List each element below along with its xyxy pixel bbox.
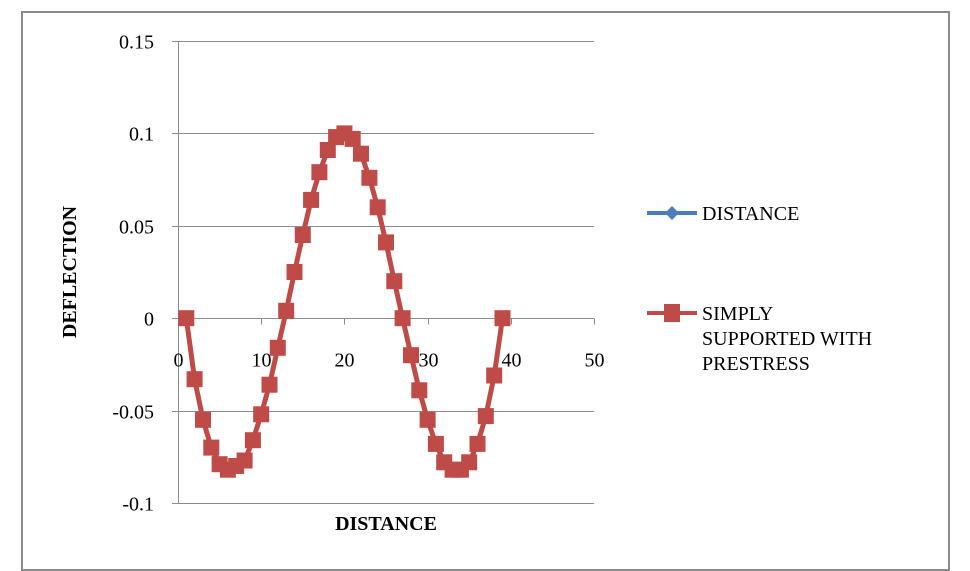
- data-point-square-marker: [369, 199, 386, 216]
- data-point-square-marker: [494, 310, 511, 327]
- x-tick-labels: 0 10 20 30 40 50: [174, 350, 605, 372]
- data-point-square-marker: [178, 310, 195, 327]
- x-tick-label: 0: [174, 350, 184, 372]
- x-tick-label: 20: [335, 350, 355, 372]
- data-point-square-marker: [353, 145, 369, 162]
- data-point-square-marker: [294, 227, 311, 243]
- data-point-square-marker: [236, 452, 253, 469]
- y-tick-label: -0.05: [112, 402, 154, 424]
- legend-label: PRESTRESS: [702, 353, 810, 375]
- data-point-square-marker: [319, 142, 336, 158]
- series-simply-supported-with-prestress: [178, 125, 511, 478]
- data-point-square-marker: [394, 310, 411, 327]
- data-point-square-marker: [344, 130, 361, 147]
- line-chart: 0.15 0.1 0.05 0 -0.05 -0.1 0 10 20 30 40 50 DEFLEC…: [59, 32, 872, 536]
- y-tick-label: 0.1: [129, 124, 154, 146]
- data-point-square-marker: [269, 339, 286, 356]
- series-line: [183, 130, 505, 473]
- data-point-square-marker: [311, 164, 328, 181]
- data-point-square-marker: [186, 371, 203, 388]
- diamond-marker-icon: [665, 206, 679, 220]
- chart-frame: [21, 11, 950, 571]
- data-point-square-marker: [461, 454, 478, 471]
- data-point-square-marker: [403, 347, 419, 364]
- data-point-square-marker: [253, 406, 270, 423]
- y-tick-labels: 0.15 0.1 0.05 0 -0.05 -0.1: [112, 32, 154, 516]
- square-marker-icon: [664, 304, 680, 322]
- legend-label: SUPPORTED WITH: [702, 328, 872, 350]
- x-tick-label: 30: [419, 350, 439, 372]
- data-point-square-marker: [469, 435, 486, 452]
- data-point-square-marker: [427, 435, 444, 452]
- data-point-square-marker: [386, 273, 403, 290]
- legend-label: SIMPLY: [702, 303, 773, 325]
- data-point-square-marker: [361, 169, 378, 186]
- legend-label: DISTANCE: [702, 203, 799, 225]
- x-tick-label: 10: [252, 350, 272, 372]
- data-point-square-marker: [419, 411, 436, 428]
- data-point-square-marker: [411, 382, 428, 399]
- data-point-square-marker: [261, 376, 278, 393]
- gridlines: [172, 41, 594, 504]
- x-tick-label: 50: [585, 350, 605, 372]
- data-point-square-marker: [486, 367, 503, 384]
- data-point-square-marker: [278, 302, 295, 319]
- data-point-square-marker: [203, 439, 220, 456]
- y-tick-label: 0.05: [119, 217, 154, 239]
- series-layer: [178, 125, 511, 478]
- data-point-square-marker: [286, 264, 303, 280]
- data-point-square-marker: [303, 191, 320, 208]
- data-point-square-marker: [378, 234, 394, 251]
- data-point-square-marker: [195, 411, 211, 428]
- y-axis-title: DEFLECTION: [59, 205, 81, 338]
- x-axis: [178, 318, 595, 325]
- y-tick-label: -0.1: [122, 494, 154, 516]
- data-point-square-marker: [244, 432, 261, 449]
- x-axis-title: DISTANCE: [335, 513, 437, 535]
- legend: DISTANCE SIMPLY SUPPORTED WITH PRESTRESS: [647, 203, 872, 375]
- legend-item: DISTANCE: [647, 203, 799, 225]
- legend-item: SIMPLY SUPPORTED WITH PRESTRESS: [647, 303, 872, 375]
- y-tick-label: 0: [144, 309, 154, 331]
- x-tick-label: 40: [502, 350, 522, 372]
- y-tick-label: 0.15: [119, 32, 154, 54]
- data-point-square-marker: [477, 408, 494, 425]
